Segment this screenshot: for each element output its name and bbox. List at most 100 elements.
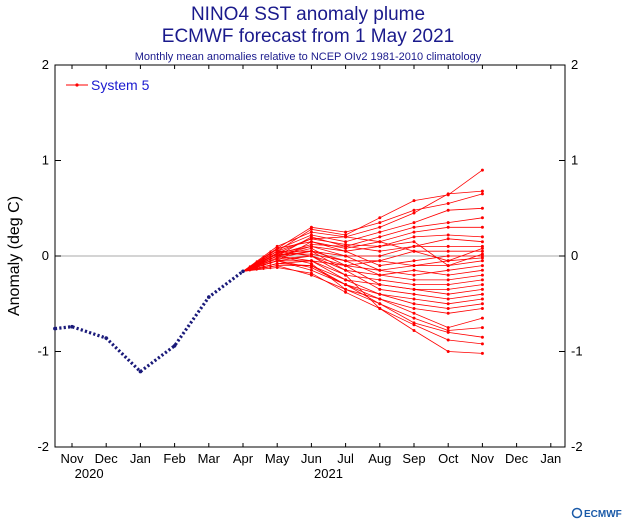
y-tick-label-right: -1 xyxy=(571,344,583,359)
forecast-member-line xyxy=(242,238,483,272)
y-tick-label-left: 2 xyxy=(42,57,49,72)
forecast-point xyxy=(412,268,416,272)
y-tick-label-left: -2 xyxy=(37,439,49,454)
forecast-point xyxy=(412,311,416,315)
forecast-point xyxy=(446,225,450,229)
forecast-point xyxy=(446,292,450,296)
ecmwf-logo-text: ECMWF xyxy=(584,509,622,520)
y-axis: -2 -2 -1 -1 0 0 1 1 2 2 xyxy=(37,57,582,454)
forecast-point xyxy=(309,237,313,241)
forecast-point xyxy=(446,350,450,353)
y-tick-label-left: 0 xyxy=(42,248,49,263)
forecast-point xyxy=(262,256,265,259)
forecast-point xyxy=(480,252,484,256)
forecast-point xyxy=(412,264,416,268)
forecast-point xyxy=(480,192,484,196)
chart-subtitle: Monthly mean anomalies relative to NCEP … xyxy=(135,51,482,63)
x-axis: Nov Dec Jan Feb Mar Apr May Jun Jul Aug Sep Oct Nov D… xyxy=(60,65,561,481)
forecast-point xyxy=(378,278,382,282)
forecast-point xyxy=(378,268,382,272)
forecast-point xyxy=(412,199,416,203)
forecast-point xyxy=(262,268,265,270)
x-tick-label: Jun xyxy=(301,451,322,466)
forecast-point xyxy=(309,249,313,253)
forecast-point xyxy=(344,240,348,244)
x-tick-label: Dec xyxy=(95,451,119,466)
forecast-point xyxy=(378,225,382,229)
x-tick-label: Jan xyxy=(130,451,151,466)
legend-label: System 5 xyxy=(91,77,150,93)
forecast-point xyxy=(412,249,416,253)
forecast-member-line xyxy=(242,260,483,285)
forecast-member-line xyxy=(242,193,483,272)
forecast-point xyxy=(446,326,450,330)
forecast-point xyxy=(446,254,450,258)
forecast-point xyxy=(446,237,450,241)
forecast-point xyxy=(378,221,382,225)
forecast-point xyxy=(446,311,450,315)
forecast-point xyxy=(309,240,313,244)
forecast-point xyxy=(309,271,313,275)
forecast-point xyxy=(480,297,484,301)
forecast-point xyxy=(480,335,484,339)
forecast-point xyxy=(446,268,450,272)
x-tick-label: Jul xyxy=(337,451,354,466)
forecast-point xyxy=(480,302,484,306)
forecast-point xyxy=(378,240,382,244)
forecast-point xyxy=(378,307,382,310)
forecast-point xyxy=(446,330,450,334)
forecast-member-line xyxy=(242,190,483,272)
forecast-point xyxy=(446,273,450,277)
forecast-point xyxy=(412,323,416,327)
forecast-point xyxy=(480,307,484,310)
forecast-point xyxy=(446,278,450,282)
forecast-point xyxy=(344,230,348,234)
forecast-member-line xyxy=(242,253,483,276)
forecast-point xyxy=(378,249,382,253)
forecast-point xyxy=(446,221,450,225)
observed-point xyxy=(138,369,143,374)
observed-point xyxy=(207,295,211,299)
forecast-point xyxy=(344,243,348,246)
forecast-point xyxy=(480,206,484,210)
forecast-point xyxy=(344,246,348,250)
forecast-point xyxy=(446,244,450,248)
forecast-point xyxy=(378,287,382,291)
x-year-label: 2020 xyxy=(75,466,104,481)
y-tick-label-right: 2 xyxy=(571,57,578,72)
forecast-point xyxy=(412,316,416,320)
chart-title: NINO4 SST anomaly plume xyxy=(191,4,425,25)
observed-line xyxy=(54,270,244,374)
forecast-point xyxy=(269,265,272,268)
forecast-point xyxy=(480,292,484,296)
forecast-point xyxy=(269,255,272,258)
forecast-point xyxy=(378,235,382,239)
forecast-member-line xyxy=(242,207,483,272)
y-tick-label-left: 1 xyxy=(42,153,49,168)
observed-point xyxy=(104,336,108,340)
forecast-point xyxy=(378,297,382,301)
forecast-point xyxy=(446,302,450,306)
forecast-point xyxy=(262,261,265,264)
forecast-point xyxy=(446,307,450,310)
forecast-member-line xyxy=(242,265,483,295)
forecast-point xyxy=(344,283,348,287)
forecast-point xyxy=(412,278,416,282)
forecast-point xyxy=(480,264,484,268)
forecast-point xyxy=(412,221,416,225)
forecast-point xyxy=(412,244,416,248)
forecast-point xyxy=(412,230,416,234)
forecast-point xyxy=(412,225,416,229)
forecast-point xyxy=(378,283,382,287)
x-tick-label: Sep xyxy=(402,451,425,466)
x-year-label: 2021 xyxy=(314,466,343,481)
forecast-point xyxy=(446,338,450,342)
forecast-point xyxy=(309,266,313,269)
forecast-point xyxy=(480,235,484,239)
forecast-member-line xyxy=(242,250,483,272)
forecast-point xyxy=(344,268,348,272)
forecast-point xyxy=(275,246,279,250)
forecast-point xyxy=(255,268,258,271)
forecast-point xyxy=(412,208,416,212)
forecast-member-line xyxy=(242,238,483,272)
